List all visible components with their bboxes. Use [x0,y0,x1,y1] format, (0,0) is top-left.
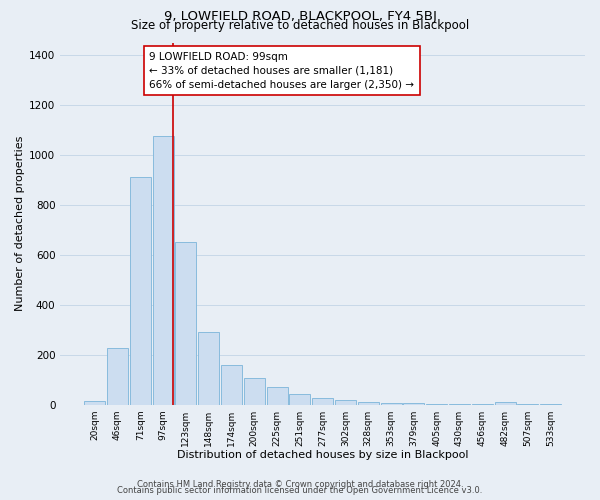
Bar [335,400,356,404]
Bar [198,332,219,404]
Y-axis label: Number of detached properties: Number of detached properties [15,136,25,311]
Bar [289,394,310,404]
Text: Contains HM Land Registry data © Crown copyright and database right 2024.: Contains HM Land Registry data © Crown c… [137,480,463,489]
Bar [107,348,128,405]
X-axis label: Distribution of detached houses by size in Blackpool: Distribution of detached houses by size … [177,450,469,460]
Bar [152,136,173,404]
Bar [130,178,151,404]
Text: Contains public sector information licensed under the Open Government Licence v3: Contains public sector information licen… [118,486,482,495]
Text: 9, LOWFIELD ROAD, BLACKPOOL, FY4 5BJ: 9, LOWFIELD ROAD, BLACKPOOL, FY4 5BJ [164,10,436,23]
Bar [494,402,515,404]
Bar [221,364,242,405]
Bar [175,242,196,404]
Bar [84,401,105,404]
Bar [244,378,265,404]
Bar [358,402,379,404]
Bar [266,387,287,404]
Text: 9 LOWFIELD ROAD: 99sqm
← 33% of detached houses are smaller (1,181)
66% of semi-: 9 LOWFIELD ROAD: 99sqm ← 33% of detached… [149,52,415,90]
Text: Size of property relative to detached houses in Blackpool: Size of property relative to detached ho… [131,19,469,32]
Bar [380,402,401,404]
Bar [312,398,333,404]
